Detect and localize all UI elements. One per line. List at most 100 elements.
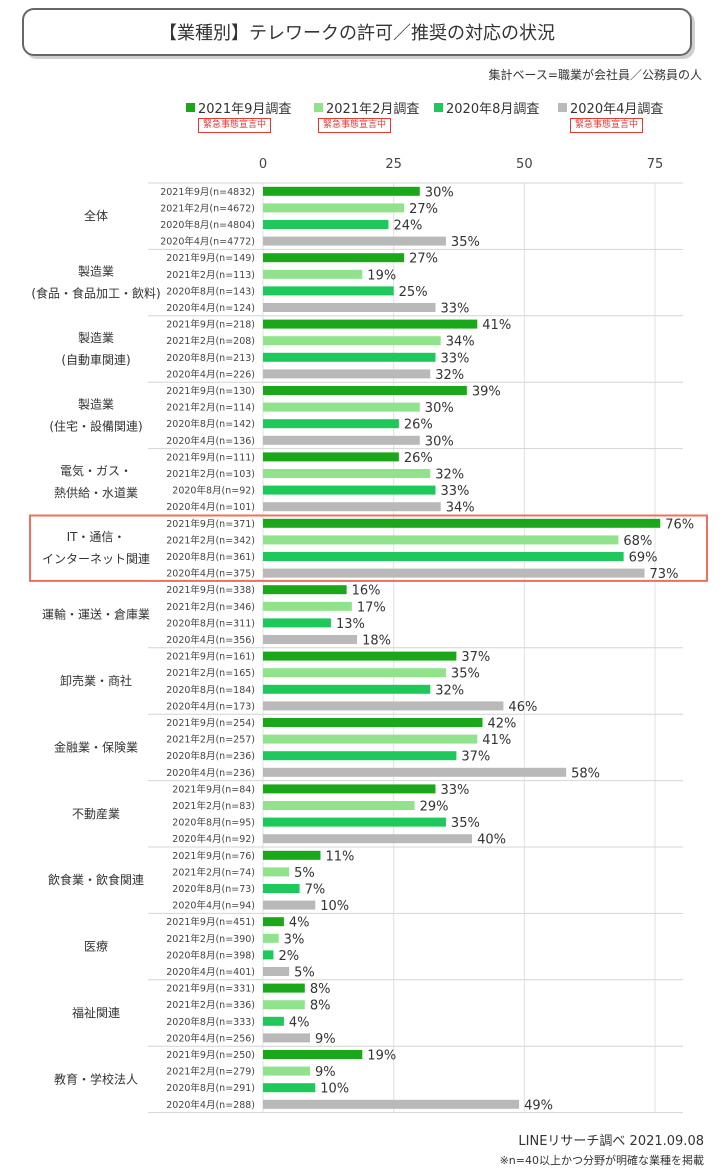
category-label: (住宅・設備関連) — [49, 418, 142, 433]
bar — [263, 917, 284, 927]
value-label: 35% — [451, 235, 480, 250]
bar — [263, 718, 483, 727]
bar — [263, 618, 331, 628]
value-label: 30% — [425, 185, 454, 200]
category-label: 製造業 — [78, 331, 114, 345]
bar — [263, 186, 420, 196]
bar-label: 2020年8月(n=143) — [166, 285, 255, 297]
highlight-box — [29, 514, 708, 582]
bar-label: 2020年8月(n=92) — [172, 485, 255, 497]
value-label: 46% — [508, 700, 537, 715]
bar-label: 2021年2月(n=165) — [166, 667, 255, 679]
bar — [263, 784, 436, 794]
bar — [263, 435, 420, 445]
bar-label: 2020年8月(n=95) — [172, 817, 255, 829]
legend-swatch — [434, 103, 443, 112]
bar-label: 2021年2月(n=83) — [172, 800, 255, 812]
bar-label: 2021年2月(n=74) — [172, 866, 255, 878]
bar — [263, 983, 305, 993]
legend-label: 2021年2月調査 — [326, 102, 420, 117]
bar-label: 2021年9月(n=130) — [166, 385, 255, 397]
title-box: 【業種別】テレワークの許可／推奨の対応の状況 — [22, 8, 692, 56]
legend-label: 2020年4月調査 — [570, 102, 664, 117]
category-label: 飲食業・飲食関連 — [48, 872, 144, 887]
value-label: 33% — [440, 484, 469, 499]
value-label: 8% — [310, 982, 331, 997]
bar-label: 2021年9月(n=254) — [166, 717, 255, 729]
bar — [263, 601, 352, 611]
bar — [263, 253, 405, 263]
bar — [263, 1033, 311, 1043]
legend-label: 2021年9月調査 — [198, 102, 292, 117]
category-label: 福祉関連 — [72, 1005, 120, 1020]
value-label: 73% — [650, 567, 679, 582]
bar-label: 2021年2月(n=390) — [166, 933, 255, 945]
value-label: 13% — [336, 617, 365, 632]
bar — [263, 469, 431, 478]
bar-label: 2020年4月(n=375) — [166, 568, 255, 580]
legend-swatch — [558, 103, 567, 112]
category-label: 電気・ガス・ — [60, 463, 132, 478]
value-label: 34% — [446, 501, 475, 516]
value-label: 58% — [571, 766, 600, 781]
bar-label: 2021年9月(n=84) — [172, 783, 255, 795]
bar — [263, 352, 436, 362]
value-label: 41% — [482, 318, 511, 333]
bar-label: 2020年8月(n=333) — [166, 1016, 255, 1028]
bar — [263, 1083, 316, 1093]
legend-badge: 緊急事態宣言中 — [570, 118, 644, 133]
bar — [263, 319, 478, 329]
bar-label: 2021年2月(n=346) — [166, 601, 255, 613]
legend-item-2020-apr: 2020年4月調査 — [558, 98, 663, 117]
bar — [263, 485, 436, 495]
bar-label: 2020年4月(n=236) — [166, 767, 255, 779]
value-label: 16% — [352, 584, 381, 599]
bar — [263, 386, 467, 395]
value-label: 37% — [461, 750, 490, 765]
value-label: 2% — [278, 949, 299, 964]
legend-badge: 緊急事態宣言中 — [318, 118, 392, 133]
value-label: 3% — [284, 932, 305, 947]
bar-label: 2021年2月(n=336) — [166, 999, 255, 1011]
bar-label: 2020年4月(n=356) — [166, 634, 255, 646]
bar — [263, 1000, 305, 1010]
source-label: LINEリサーチ調べ 2021.09.08 — [518, 1134, 704, 1149]
category-label: 卸売業・商社 — [60, 673, 132, 688]
category-label: (自動車関連) — [61, 353, 130, 367]
bar — [263, 1066, 311, 1076]
x-tick-label: 50 — [516, 157, 533, 172]
bar — [263, 568, 645, 578]
bar-label: 2021年9月(n=76) — [172, 850, 255, 862]
legend-swatch — [314, 103, 323, 112]
bar-label: 2020年4月(n=288) — [166, 1099, 255, 1111]
value-label: 26% — [404, 418, 433, 433]
bar-label: 2021年9月(n=111) — [166, 451, 255, 463]
bar-label: 2021年9月(n=371) — [166, 518, 255, 530]
value-label: 17% — [357, 600, 386, 615]
value-label: 30% — [425, 434, 454, 449]
value-label: 11% — [325, 849, 354, 864]
bar-label: 2021年2月(n=342) — [166, 534, 255, 546]
bar-label: 2020年4月(n=173) — [166, 700, 255, 712]
bar — [263, 419, 399, 429]
value-label: 39% — [472, 385, 501, 400]
value-label: 32% — [435, 468, 464, 483]
value-label: 32% — [435, 683, 464, 698]
bar-label: 2021年2月(n=279) — [166, 1066, 255, 1078]
footnote: ※n=40以上かつ分野が明確な業種を掲載 — [499, 1154, 704, 1167]
bar — [263, 585, 347, 595]
bar-label: 2021年9月(n=338) — [166, 584, 255, 596]
bar — [263, 767, 567, 777]
bar — [263, 751, 457, 761]
bar-label: 2020年8月(n=73) — [172, 883, 255, 895]
value-label: 35% — [451, 816, 480, 831]
bar-label: 2020年4月(n=136) — [166, 435, 255, 447]
bar — [263, 269, 363, 279]
legend-badge: 緊急事態宣言中 — [198, 118, 272, 133]
bar-label: 2020年4月(n=124) — [166, 302, 255, 314]
category-label: 製造業 — [78, 265, 114, 279]
bar — [263, 967, 290, 976]
bar-label: 2020年8月(n=361) — [166, 551, 255, 563]
value-label: 30% — [425, 401, 454, 416]
